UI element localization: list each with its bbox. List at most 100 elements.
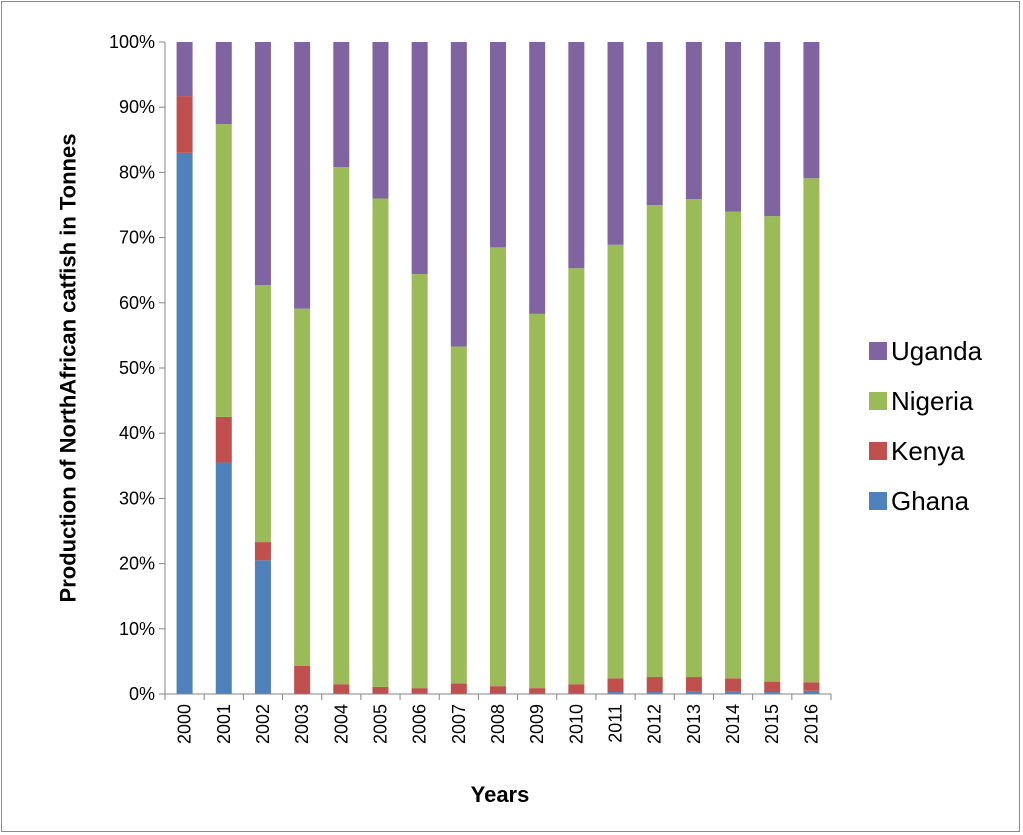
bar-segment-uganda-2011 [607, 42, 624, 245]
y-tick-label: 30% [119, 488, 155, 508]
legend-swatch-ghana [869, 492, 887, 510]
y-axis-title: Production of NorthAfrican catfish in To… [56, 134, 81, 603]
x-tick-label: 2005 [370, 704, 390, 744]
y-tick-label: 80% [119, 162, 155, 182]
bar-segment-ghana-2001 [215, 462, 232, 694]
bar-segment-kenya-2009 [529, 688, 546, 694]
y-tick-label: 60% [119, 293, 155, 313]
x-tick-label: 2016 [801, 704, 821, 744]
x-tick-label: 2009 [527, 704, 547, 744]
bar-segment-uganda-2005 [372, 42, 389, 199]
y-tick-label: 100% [109, 32, 155, 52]
legend-swatch-nigeria [869, 392, 887, 410]
y-tick-label: 40% [119, 423, 155, 443]
x-tick-label: 2004 [331, 704, 351, 744]
legend-label-kenya: Kenya [891, 436, 965, 466]
x-tick-label: 2013 [684, 704, 704, 744]
bar-segment-kenya-2004 [333, 684, 350, 694]
bar-segment-kenya-2005 [372, 686, 389, 694]
bar-segment-nigeria-2013 [685, 199, 702, 678]
bar-segment-kenya-2016 [803, 682, 820, 691]
bar-segment-kenya-2013 [685, 677, 702, 692]
bar-segment-kenya-2003 [294, 665, 311, 694]
bar-segment-nigeria-2004 [333, 167, 350, 685]
bar-segment-uganda-2012 [646, 42, 663, 205]
x-tick-label: 2012 [645, 704, 665, 744]
x-tick-label: 2015 [762, 704, 782, 744]
bar-segment-uganda-2000 [176, 42, 193, 97]
bar-segment-kenya-2012 [646, 677, 663, 693]
y-tick-label: 90% [119, 97, 155, 117]
bar-segment-uganda-2001 [215, 42, 232, 125]
bars-group [176, 42, 820, 695]
bar-segment-kenya-2000 [176, 96, 193, 153]
bar-segment-uganda-2010 [568, 42, 585, 269]
x-tick-label: 2006 [410, 704, 430, 744]
x-tick-label: 2001 [214, 704, 234, 744]
legend-label-ghana: Ghana [891, 486, 970, 516]
bar-segment-uganda-2016 [803, 42, 820, 179]
bar-segment-uganda-2015 [764, 42, 781, 217]
y-tick-label: 10% [119, 619, 155, 639]
y-ticks-group: 0% 10% 20% 30% 40% 50% 60% 70% 80% 90% 100% [109, 32, 165, 704]
bar-segment-ghana-2002 [254, 560, 271, 694]
legend: Uganda Nigeria Kenya Ghana [869, 336, 983, 516]
x-tick-label: 2014 [723, 704, 743, 744]
x-tick-label: 2003 [292, 704, 312, 744]
bar-segment-uganda-2003 [294, 42, 311, 309]
x-tick-label: 2002 [253, 704, 273, 744]
bar-segment-nigeria-2012 [646, 205, 663, 678]
bar-segment-nigeria-2008 [490, 247, 506, 687]
bar-segment-ghana-2000 [176, 152, 193, 695]
y-tick-label: 0% [129, 684, 155, 704]
bar-segment-kenya-2007 [450, 683, 467, 694]
y-tick-label: 70% [119, 228, 155, 248]
x-tick-label: 2011 [606, 704, 626, 743]
legend-swatch-uganda [869, 342, 887, 360]
bar-segment-nigeria-2016 [803, 178, 820, 683]
bar-segment-kenya-2015 [764, 681, 781, 693]
bar-segment-uganda-2014 [725, 42, 742, 212]
x-tick-label: 2007 [449, 704, 469, 744]
bar-segment-nigeria-2014 [725, 211, 742, 679]
bar-segment-kenya-2008 [490, 686, 506, 694]
x-ticks-group: 2000 2001 2002 2003 2004 2005 2006 2007 2008 2009… [164, 694, 832, 744]
bar-segment-uganda-2006 [411, 42, 428, 275]
x-tick-label: 2010 [566, 704, 586, 744]
bar-segment-kenya-2014 [725, 678, 742, 692]
bar-segment-ghana-2015 [764, 692, 781, 694]
y-tick-label: 20% [119, 554, 155, 574]
bar-segment-ghana-2014 [725, 691, 742, 694]
bar-segment-nigeria-2015 [764, 216, 781, 682]
bar-segment-kenya-2010 [568, 684, 585, 694]
bar-segment-kenya-2006 [411, 688, 428, 694]
bar-segment-nigeria-2002 [254, 285, 271, 543]
bar-segment-nigeria-2001 [215, 124, 232, 417]
x-tick-label: 2008 [488, 704, 508, 744]
bar-segment-nigeria-2005 [372, 198, 389, 687]
legend-swatch-kenya [869, 442, 887, 460]
bar-segment-uganda-2009 [529, 42, 546, 314]
bar-segment-uganda-2002 [254, 42, 271, 286]
bar-segment-ghana-2016 [803, 690, 820, 694]
bar-segment-nigeria-2009 [529, 313, 546, 689]
bar-segment-kenya-2001 [215, 416, 232, 463]
bar-segment-nigeria-2010 [568, 268, 585, 685]
legend-label-nigeria: Nigeria [891, 386, 974, 416]
bar-segment-uganda-2008 [490, 42, 506, 248]
x-axis-title: Years [471, 782, 530, 807]
bar-segment-uganda-2004 [333, 42, 350, 168]
bar-segment-nigeria-2007 [450, 346, 467, 684]
bar-segment-nigeria-2003 [294, 308, 311, 666]
bar-segment-ghana-2011 [607, 692, 624, 694]
bar-segment-uganda-2007 [450, 42, 467, 347]
y-tick-label: 50% [119, 358, 155, 378]
legend-label-uganda: Uganda [891, 336, 983, 366]
bar-segment-ghana-2013 [685, 691, 702, 694]
bar-segment-ghana-2012 [646, 692, 663, 694]
bar-segment-nigeria-2011 [607, 244, 624, 679]
bar-segment-uganda-2013 [685, 42, 702, 200]
bar-segment-kenya-2011 [607, 678, 624, 693]
x-tick-label: 2000 [175, 704, 195, 744]
